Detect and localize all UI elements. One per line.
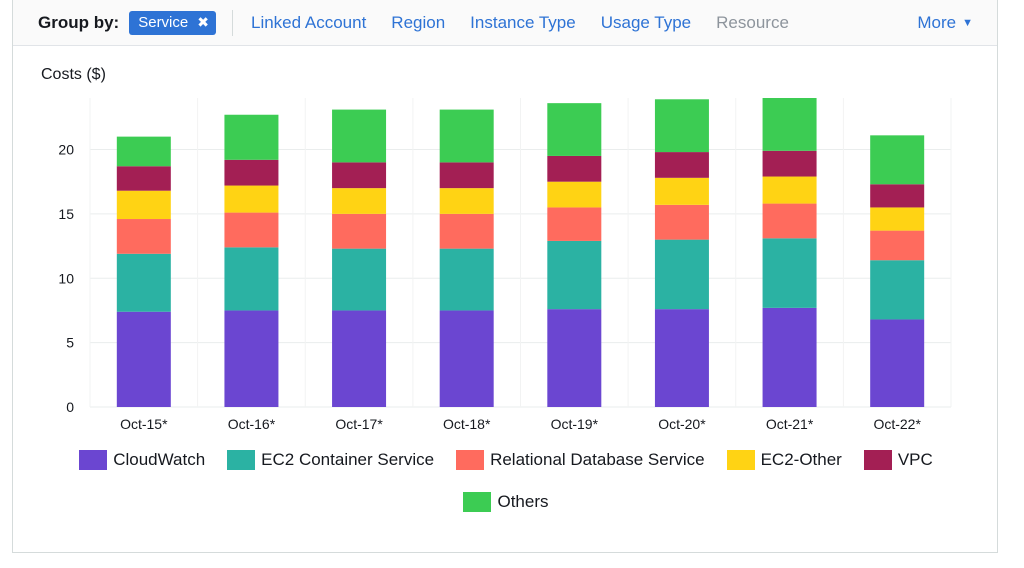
bar-segment [439, 310, 494, 407]
bar-segment [654, 309, 709, 407]
cost-explorer-panel: Group by: Service ✖ Linked Account Regio… [12, 0, 998, 553]
bar-segment [332, 162, 387, 189]
legend-row: Others [13, 492, 999, 512]
bar-segment [116, 311, 171, 407]
bar-segment [654, 152, 709, 178]
legend-item[interactable]: Relational Database Service [456, 450, 705, 470]
legend-label: EC2 Container Service [261, 450, 435, 469]
bar-segment [116, 166, 171, 191]
bar-segment [654, 239, 709, 310]
legend-label: Others [497, 492, 549, 511]
legend-item[interactable]: CloudWatch [79, 450, 205, 470]
legend-label: CloudWatch [113, 450, 206, 469]
service-token-label: Service [138, 14, 189, 31]
bar-segment [439, 213, 494, 249]
legend-swatch [79, 450, 108, 470]
x-tick-label: Oct-16* [228, 416, 276, 432]
bar-segment [332, 310, 387, 407]
group-option-usage-type[interactable]: Usage Type [600, 12, 692, 32]
legend-item[interactable]: EC2-Other [726, 450, 842, 470]
bar-segment [870, 319, 925, 407]
group-by-label: Group by: [38, 12, 120, 32]
bar-segment [332, 188, 387, 214]
bar-segment [332, 109, 387, 163]
bar-segment [439, 188, 494, 214]
x-tick-label: Oct-20* [658, 416, 706, 432]
bar-segment [439, 162, 494, 189]
bar-segment [547, 207, 602, 241]
group-by-toolbar: Group by: Service ✖ Linked Account Regio… [13, 0, 997, 46]
bar-segment [654, 99, 709, 153]
legend-swatch [463, 492, 492, 512]
y-tick-label: 20 [58, 142, 74, 158]
bar-segment [224, 247, 279, 311]
bar-segment [762, 98, 817, 151]
legend-row: CloudWatch EC2 Container Service Relationa… [13, 450, 999, 470]
y-tick-label: 0 [66, 399, 74, 415]
bar-segment [224, 310, 279, 407]
remove-token-icon[interactable]: ✖ [197, 14, 209, 30]
legend-label: VPC [897, 450, 933, 469]
group-option-instance-type[interactable]: Instance Type [470, 12, 576, 32]
bar-segment [116, 190, 171, 220]
bar-segment [870, 230, 925, 261]
x-tick-label: Oct-17* [335, 416, 383, 432]
bar-segment [439, 109, 494, 163]
legend-item[interactable]: EC2 Container Service [227, 450, 434, 470]
x-tick-label: Oct-15* [120, 416, 168, 432]
toolbar-divider [231, 9, 233, 36]
group-option-resource: Resource [716, 12, 789, 32]
bar-segment [224, 114, 279, 160]
y-tick-label: 15 [58, 206, 74, 222]
bar-segment [547, 103, 602, 156]
bar-segment [870, 260, 925, 320]
bar-segment [116, 253, 171, 312]
bar-segment [870, 184, 925, 208]
more-dropdown[interactable]: More ▼ [917, 13, 973, 33]
bar-segment [116, 219, 171, 254]
caret-down-icon: ▼ [962, 16, 973, 29]
bar-segment [224, 159, 279, 186]
bar-segment [762, 238, 817, 308]
stacked-bar-chart: 0 5 10 15 20 Oct-15* Oct-16* Oct-17* Oct-18* Oct-… [58, 98, 952, 432]
bar-segment [547, 240, 602, 310]
bar-segment [654, 177, 709, 205]
group-option-linked-account[interactable]: Linked Account [250, 12, 367, 32]
bar-segment [762, 176, 817, 204]
bar-segment [762, 203, 817, 239]
legend-item[interactable]: Others [463, 492, 549, 512]
y-axis-label: Costs ($) [41, 66, 106, 83]
bar-segment [547, 181, 602, 208]
bar-segment [116, 136, 171, 167]
x-tick-label: Oct-22* [873, 416, 921, 432]
x-tick-label: Oct-19* [551, 416, 599, 432]
more-label: More [917, 12, 957, 32]
legend-label: Relational Database Service [490, 450, 705, 469]
bar-segment [654, 204, 709, 240]
group-option-region[interactable]: Region [391, 12, 446, 32]
legend-swatch [726, 450, 755, 470]
x-tick-label: Oct-21* [766, 416, 814, 432]
bar-segment [332, 248, 387, 311]
bar-segment [332, 213, 387, 249]
bar-segment [224, 212, 279, 248]
bar-segment [870, 135, 925, 185]
chart-legend: CloudWatch EC2 Container Service Relationa… [13, 450, 999, 534]
legend-swatch [227, 450, 256, 470]
legend-swatch [863, 450, 892, 470]
y-tick-label: 10 [58, 270, 74, 286]
service-filter-token[interactable]: Service ✖ [129, 10, 216, 35]
legend-swatch [456, 450, 485, 470]
bar-segment [224, 185, 279, 213]
bar-segment [762, 307, 817, 407]
bar-segment [547, 309, 602, 407]
bar-segment [762, 150, 817, 177]
bar-segment [870, 207, 925, 231]
x-tick-label: Oct-18* [443, 416, 491, 432]
bar-segment [439, 248, 494, 311]
bar-segment [547, 155, 602, 182]
legend-item[interactable]: VPC [863, 450, 933, 470]
y-tick-label: 5 [66, 335, 74, 351]
legend-label: EC2-Other [760, 450, 842, 469]
